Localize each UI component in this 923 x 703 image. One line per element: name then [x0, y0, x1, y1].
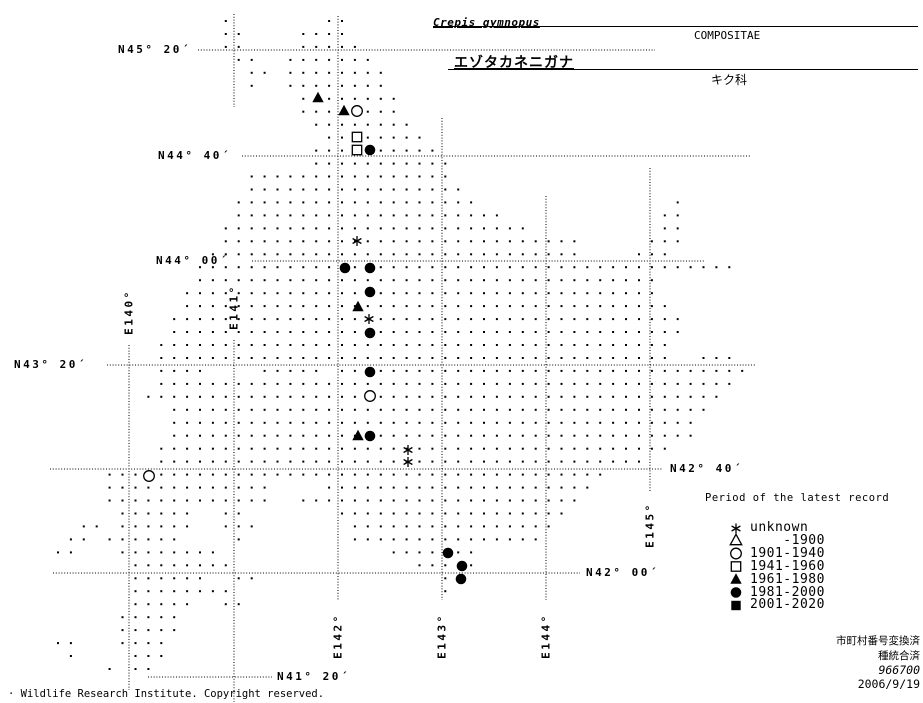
record-marker-circle-filled — [442, 547, 454, 559]
record-marker-triangle-filled — [352, 429, 364, 441]
record-marker-circle-filled — [730, 587, 742, 598]
species-latin-name: Crepis gymnopus — [433, 16, 540, 29]
note-municipality-converted: 市町村番号変換済 — [836, 635, 920, 647]
legend-item-label: 1961-1980 — [750, 571, 825, 587]
record-marker-triangle-filled — [338, 104, 350, 116]
legend-title: Period of the latest record — [705, 492, 890, 504]
legend-item-asterisk: unknown — [727, 520, 809, 535]
record-marker-triangle-filled — [312, 91, 324, 103]
japanese-name-rule: エゾタカネニガナ — [448, 52, 918, 71]
legend-item-circle-filled: 1981-2000 — [727, 584, 825, 600]
species-code: 966700 — [878, 663, 920, 677]
record-marker-circle-filled — [339, 262, 351, 274]
record-marker-asterisk — [731, 523, 741, 533]
longitude-label: E145° — [643, 502, 657, 548]
legend-item-label: unknown — [750, 520, 809, 535]
record-marker-circle-filled — [364, 430, 376, 442]
note-species-merged: 種統合済 — [878, 650, 920, 662]
record-marker-asterisk — [403, 445, 413, 455]
processing-notes: 市町村番号変換済 種統合済 966700 2006/9/19 — [836, 633, 920, 691]
species-japanese-name: エゾタカネニガナ — [454, 55, 574, 71]
square-open-icon — [730, 561, 742, 573]
legend-item-circle-open: 1901-1940 — [727, 545, 825, 561]
latitude-label: N45° 20´ — [118, 42, 191, 56]
asterisk-icon — [731, 523, 741, 533]
legend-item-label: -1900 — [750, 532, 825, 548]
record-marker-square-open — [730, 561, 742, 573]
circle-open-icon — [730, 547, 742, 560]
record-marker-circle-filled — [364, 262, 376, 274]
latitude-label: N42° 40´ — [670, 461, 743, 475]
record-marker-circle-open — [143, 470, 155, 482]
longitude-label: E142° — [331, 613, 345, 659]
latitude-label: N43° 20´ — [14, 357, 87, 371]
latitude-label: N42° 00´ — [586, 565, 659, 579]
longitude-label: E143° — [435, 613, 449, 659]
triangle-filled-icon — [730, 573, 742, 584]
family-japanese-name: キク科 — [711, 73, 748, 87]
record-marker-triangle-filled — [730, 573, 742, 584]
record-marker-triangle-open — [729, 533, 743, 546]
legend-item-square-filled: 2001-2020 — [727, 597, 825, 613]
record-markers — [143, 91, 468, 585]
latitude-label: N44° 00´ — [156, 253, 229, 267]
legend-item-label: 1981-2000 — [750, 584, 825, 600]
family-latin-name: COMPOSITAE — [694, 29, 761, 42]
square-filled-icon — [731, 600, 741, 611]
record-marker-circle-filled — [455, 573, 467, 585]
triangle-open-icon — [729, 533, 743, 546]
latin-name-rule: Crepis gymnopus — [433, 11, 918, 29]
record-marker-circle-open — [364, 390, 376, 402]
record-marker-square-open — [351, 131, 363, 143]
latitude-label: N44° 40´ — [158, 148, 231, 162]
record-marker-circle-filled — [364, 286, 376, 298]
record-marker-circle-filled — [364, 144, 376, 156]
longitude-label: E141° — [227, 284, 241, 330]
record-marker-asterisk — [352, 236, 362, 246]
record-marker-asterisk — [364, 314, 374, 324]
legend-item-label: 1941-1960 — [750, 558, 825, 574]
record-marker-circle-filled — [364, 327, 376, 339]
map-date: 2006/9/19 — [857, 677, 920, 691]
record-marker-circle-filled — [456, 560, 468, 572]
record-marker-square-filled — [731, 600, 741, 611]
record-marker-circle-open — [351, 105, 363, 117]
record-marker-asterisk — [403, 457, 413, 467]
longitude-label: E144° — [539, 613, 553, 659]
record-marker-circle-filled — [364, 366, 376, 378]
record-marker-triangle-filled — [352, 300, 364, 312]
graticule-lines — [50, 14, 756, 702]
circle-filled-icon — [730, 587, 742, 598]
legend-item-label: 2001-2020 — [750, 597, 825, 613]
legend-item-triangle-filled: 1961-1980 — [727, 571, 825, 587]
record-marker-square-open — [351, 144, 363, 156]
legend-item-triangle-open: -1900 — [727, 532, 825, 548]
legend-item-label: 1901-1940 — [750, 545, 825, 561]
copyright-note: · Wildlife Research Institute. Copyright… — [8, 688, 325, 700]
record-marker-circle-open — [730, 547, 742, 560]
legend-item-square-open: 1941-1960 — [727, 558, 825, 574]
latitude-label: N41° 20´ — [277, 669, 350, 683]
longitude-label: E140° — [122, 289, 136, 335]
